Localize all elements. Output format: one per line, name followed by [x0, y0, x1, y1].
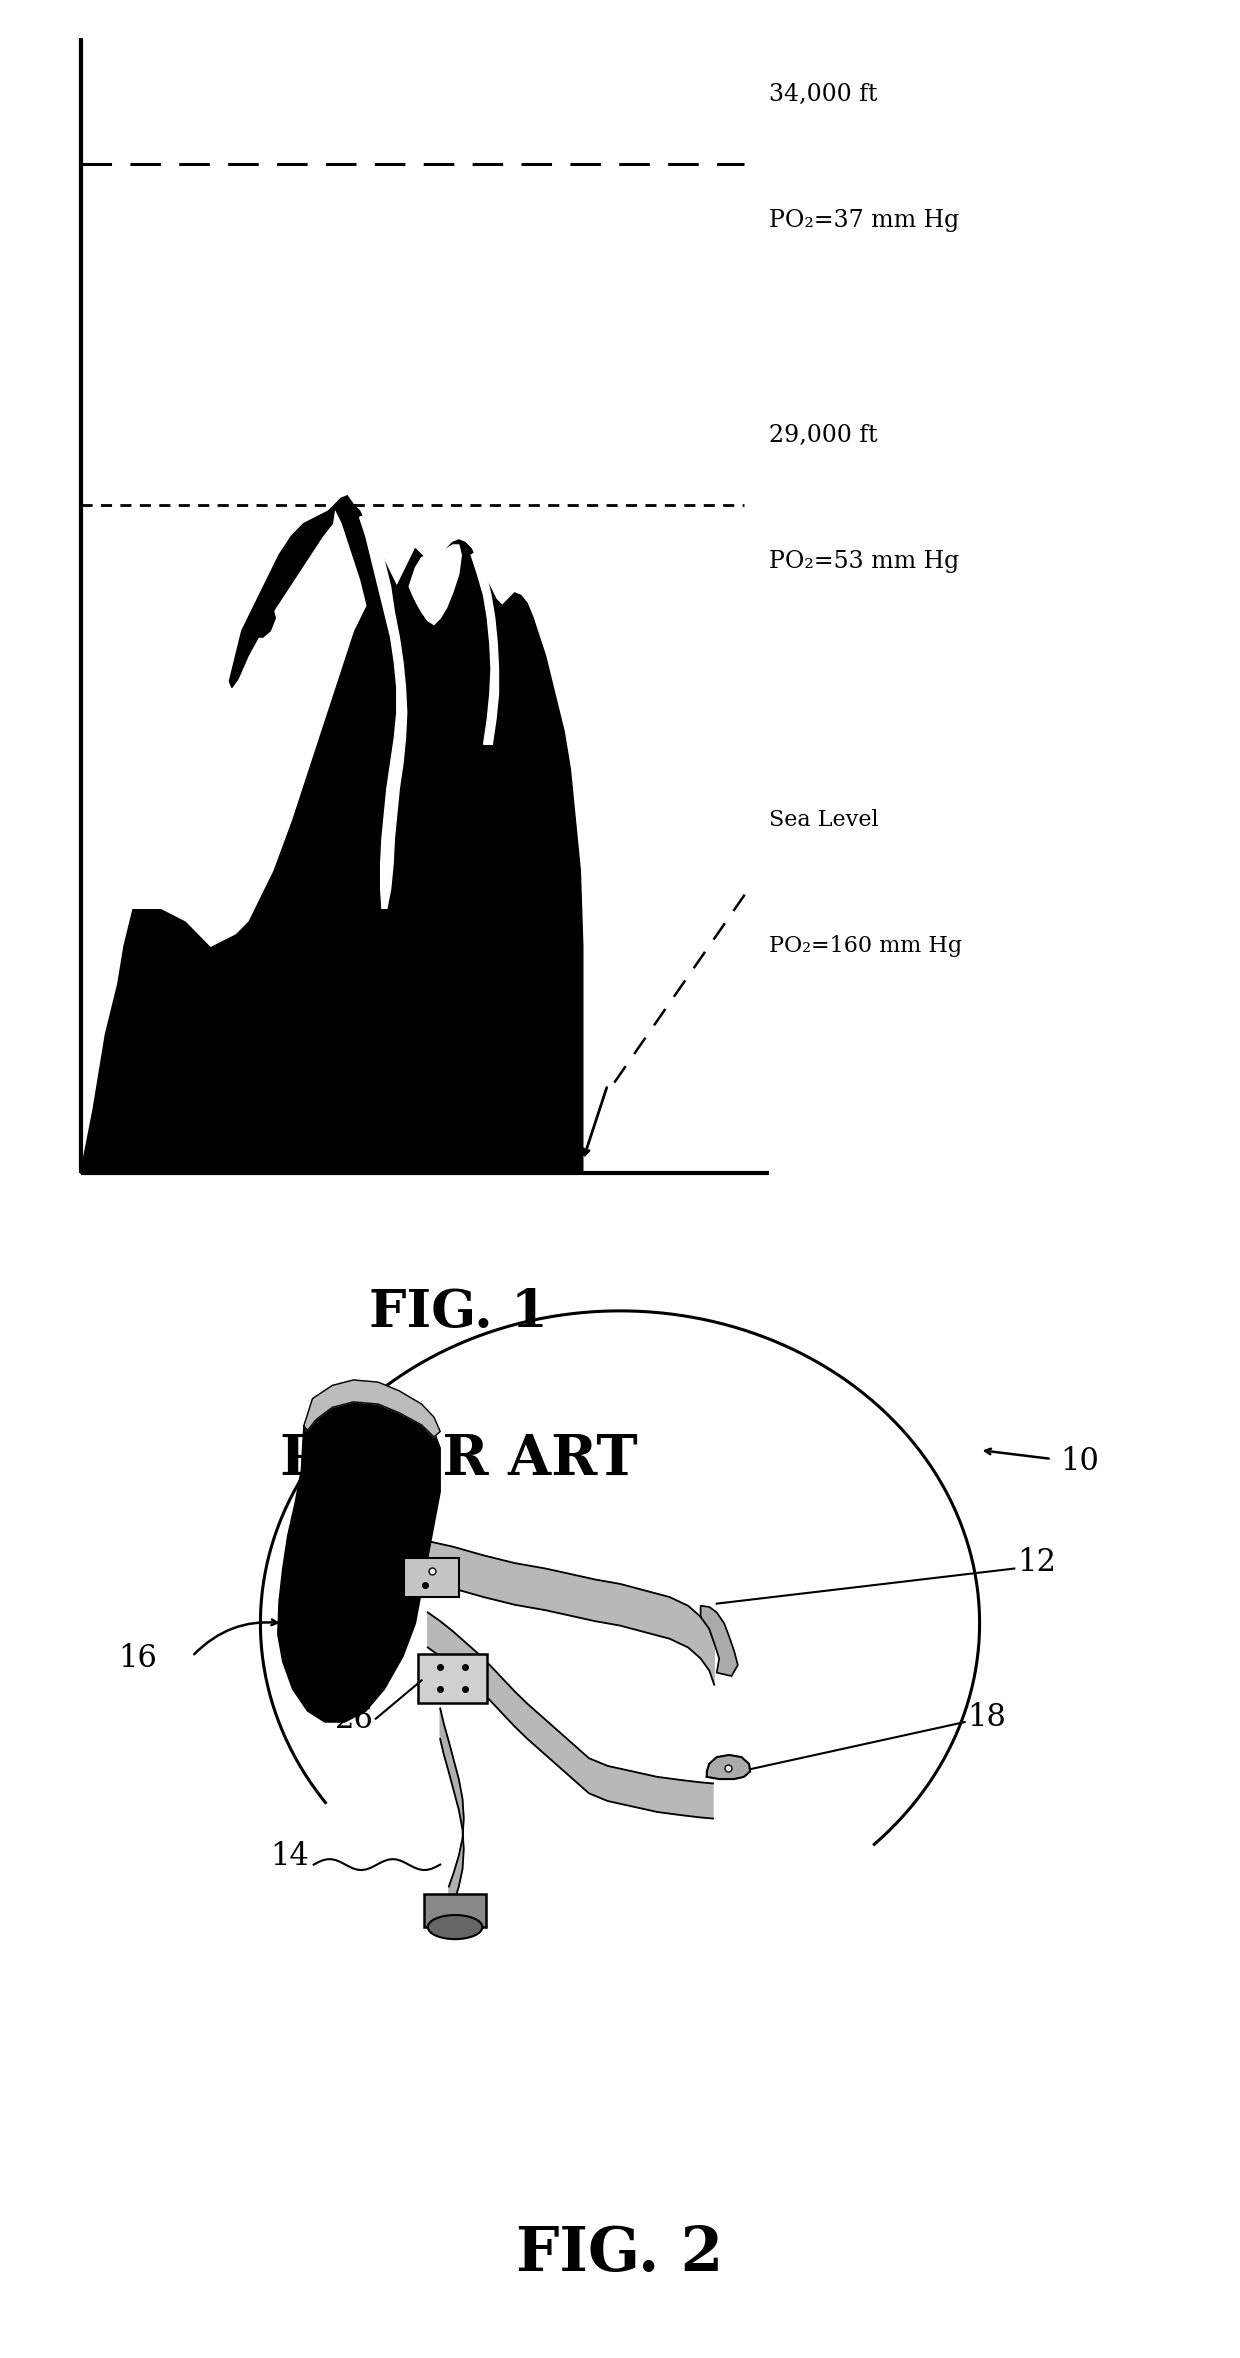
Text: 10: 10	[1060, 1445, 1099, 1476]
Text: 29,000 ft: 29,000 ft	[769, 424, 878, 446]
Polygon shape	[124, 512, 366, 946]
Bar	[418, 1653, 486, 1702]
Text: 18: 18	[967, 1702, 1006, 1733]
Text: PO₂=53 mm Hg: PO₂=53 mm Hg	[769, 549, 959, 573]
Polygon shape	[409, 545, 461, 625]
Text: PO₂=160 mm Hg: PO₂=160 mm Hg	[769, 936, 962, 957]
Text: FIG. 1: FIG. 1	[370, 1287, 548, 1337]
Ellipse shape	[428, 1915, 482, 1938]
Polygon shape	[81, 495, 583, 1174]
Polygon shape	[701, 1606, 738, 1677]
Polygon shape	[229, 507, 335, 689]
Polygon shape	[471, 552, 498, 745]
Polygon shape	[360, 514, 407, 908]
Text: 12: 12	[1017, 1547, 1055, 1578]
Text: Sea Level: Sea Level	[769, 809, 878, 830]
Polygon shape	[707, 1754, 750, 1778]
Polygon shape	[254, 606, 275, 637]
Text: 26: 26	[335, 1702, 373, 1735]
Text: PRIOR ART: PRIOR ART	[280, 1431, 637, 1488]
Text: 34,000 ft: 34,000 ft	[769, 83, 878, 106]
Bar	[424, 1893, 486, 1926]
Polygon shape	[428, 1542, 714, 1684]
Text: 16: 16	[118, 1644, 156, 1674]
Text: 14: 14	[270, 1842, 309, 1872]
Text: FIG. 2: FIG. 2	[516, 2224, 724, 2285]
Polygon shape	[278, 1394, 440, 1721]
Polygon shape	[428, 1613, 713, 1818]
Polygon shape	[304, 1379, 440, 1436]
Polygon shape	[440, 1707, 464, 1917]
Text: PO₂=37 mm Hg: PO₂=37 mm Hg	[769, 210, 959, 233]
Bar	[404, 1559, 459, 1596]
